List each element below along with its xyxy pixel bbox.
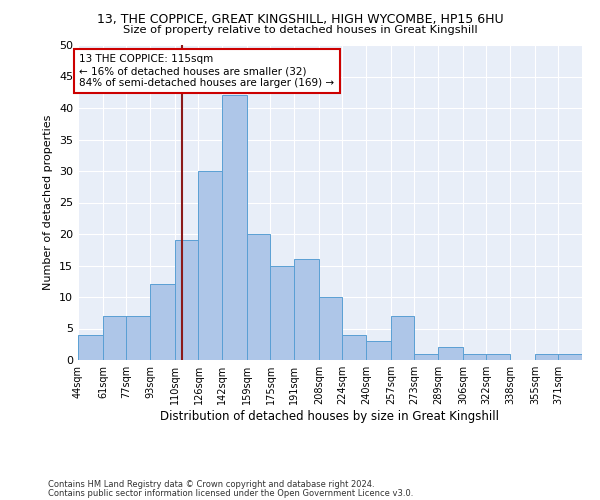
Bar <box>127 316 150 360</box>
X-axis label: Distribution of detached houses by size in Great Kingshill: Distribution of detached houses by size … <box>161 410 499 423</box>
Bar <box>366 341 391 360</box>
Bar <box>78 335 103 360</box>
Bar <box>199 171 222 360</box>
Bar <box>343 335 366 360</box>
Bar <box>271 266 294 360</box>
Text: 13 THE COPPICE: 115sqm
← 16% of detached houses are smaller (32)
84% of semi-det: 13 THE COPPICE: 115sqm ← 16% of detached… <box>79 54 335 88</box>
Bar <box>247 234 271 360</box>
Bar <box>222 96 247 360</box>
Bar <box>463 354 487 360</box>
Text: Size of property relative to detached houses in Great Kingshill: Size of property relative to detached ho… <box>122 25 478 35</box>
Bar <box>294 259 319 360</box>
Bar <box>103 316 127 360</box>
Text: Contains public sector information licensed under the Open Government Licence v3: Contains public sector information licen… <box>48 489 413 498</box>
Bar <box>535 354 559 360</box>
Bar <box>487 354 510 360</box>
Text: Contains HM Land Registry data © Crown copyright and database right 2024.: Contains HM Land Registry data © Crown c… <box>48 480 374 489</box>
Text: 13, THE COPPICE, GREAT KINGSHILL, HIGH WYCOMBE, HP15 6HU: 13, THE COPPICE, GREAT KINGSHILL, HIGH W… <box>97 12 503 26</box>
Bar <box>391 316 415 360</box>
Y-axis label: Number of detached properties: Number of detached properties <box>43 115 53 290</box>
Bar <box>150 284 175 360</box>
Bar <box>415 354 438 360</box>
Bar <box>319 297 343 360</box>
Bar <box>175 240 199 360</box>
Bar <box>559 354 582 360</box>
Bar <box>438 348 463 360</box>
